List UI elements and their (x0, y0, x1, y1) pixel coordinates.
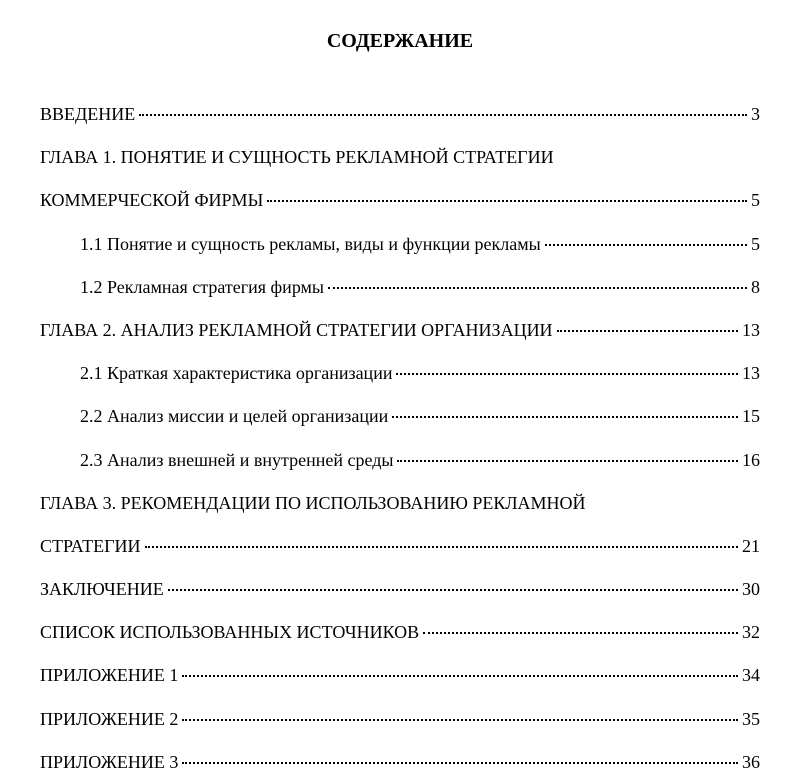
toc-entry-label: 1.2 Рекламная стратегия фирмы (80, 266, 324, 309)
toc-page-number: 30 (742, 568, 760, 611)
toc-entry-label: ЗАКЛЮЧЕНИЕ (40, 568, 164, 611)
toc-entry-label-line1: ГЛАВА 1. ПОНЯТИЕ И СУЩНОСТЬ РЕКЛАМНОЙ СТ… (40, 136, 760, 179)
toc-page-number: 35 (742, 698, 760, 741)
toc-entry-label: 2.2 Анализ миссии и целей организации (80, 395, 388, 438)
toc-page-number: 32 (742, 611, 760, 654)
toc-dots (557, 314, 738, 332)
toc-dots (423, 616, 738, 634)
toc-entry-label: СПИСОК ИСПОЛЬЗОВАННЫХ ИСТОЧНИКОВ (40, 611, 419, 654)
toc-dots (397, 444, 738, 462)
toc-container: ВВЕДЕНИЕ 3ГЛАВА 1. ПОНЯТИЕ И СУЩНОСТЬ РЕК… (40, 93, 760, 784)
toc-page-number: 36 (742, 741, 760, 784)
toc-entry: ПРИЛОЖЕНИЕ 3 36 (40, 741, 760, 784)
toc-entry-label: 2.3 Анализ внешней и внутренней среды (80, 439, 393, 482)
toc-entry-label: ПРИЛОЖЕНИЕ 2 (40, 698, 178, 741)
toc-dots (328, 271, 747, 289)
toc-entry-label: ПРИЛОЖЕНИЕ 3 (40, 741, 178, 784)
toc-entry: ВВЕДЕНИЕ 3 (40, 93, 760, 136)
toc-entry: 1.1 Понятие и сущность рекламы, виды и ф… (40, 223, 760, 266)
toc-entry: ЗАКЛЮЧЕНИЕ 30 (40, 568, 760, 611)
toc-entry: ГЛАВА 2. АНАЛИЗ РЕКЛАМНОЙ СТРАТЕГИИ ОРГА… (40, 309, 760, 352)
toc-dots (392, 400, 738, 418)
toc-dots (145, 530, 738, 548)
toc-title: СОДЕРЖАНИЕ (40, 30, 760, 53)
toc-entry: 2.1 Краткая характеристика организации 13 (40, 352, 760, 395)
toc-dots (396, 357, 738, 375)
toc-entry-label-line1: ГЛАВА 3. РЕКОМЕНДАЦИИ ПО ИСПОЛЬЗОВАНИЮ Р… (40, 482, 760, 525)
toc-dots (168, 573, 738, 591)
toc-dots (545, 228, 747, 246)
toc-page-number: 13 (742, 309, 760, 352)
toc-page-number: 13 (742, 352, 760, 395)
toc-entry: ГЛАВА 3. РЕКОМЕНДАЦИИ ПО ИСПОЛЬЗОВАНИЮ Р… (40, 482, 760, 568)
toc-page-number: 5 (751, 223, 760, 266)
toc-page-number: 8 (751, 266, 760, 309)
toc-entry-label: ГЛАВА 2. АНАЛИЗ РЕКЛАМНОЙ СТРАТЕГИИ ОРГА… (40, 309, 553, 352)
toc-dots (267, 184, 747, 202)
toc-dots (139, 98, 747, 116)
toc-entry: ПРИЛОЖЕНИЕ 2 35 (40, 698, 760, 741)
toc-entry-label: ВВЕДЕНИЕ (40, 93, 135, 136)
toc-entry: ГЛАВА 1. ПОНЯТИЕ И СУЩНОСТЬ РЕКЛАМНОЙ СТ… (40, 136, 760, 222)
toc-dots (182, 659, 738, 677)
toc-page-number: 3 (751, 93, 760, 136)
toc-entry: 2.3 Анализ внешней и внутренней среды 16 (40, 439, 760, 482)
toc-entry-label: 1.1 Понятие и сущность рекламы, виды и ф… (80, 223, 541, 266)
toc-page-number: 5 (751, 179, 760, 222)
toc-entry-label: 2.1 Краткая характеристика организации (80, 352, 392, 395)
toc-page-number: 21 (742, 525, 760, 568)
toc-page-number: 34 (742, 654, 760, 697)
toc-dots (182, 703, 738, 721)
toc-page-number: 15 (742, 395, 760, 438)
toc-entry: СПИСОК ИСПОЛЬЗОВАННЫХ ИСТОЧНИКОВ 32 (40, 611, 760, 654)
toc-entry: ПРИЛОЖЕНИЕ 1 34 (40, 654, 760, 697)
toc-page-number: 16 (742, 439, 760, 482)
toc-entry-label-line2: КОММЕРЧЕСКОЙ ФИРМЫ (40, 179, 263, 222)
toc-entry-label: ПРИЛОЖЕНИЕ 1 (40, 654, 178, 697)
toc-dots (182, 746, 738, 764)
toc-entry-label-line2: СТРАТЕГИИ (40, 525, 141, 568)
toc-entry: 2.2 Анализ миссии и целей организации 15 (40, 395, 760, 438)
toc-entry: 1.2 Рекламная стратегия фирмы 8 (40, 266, 760, 309)
